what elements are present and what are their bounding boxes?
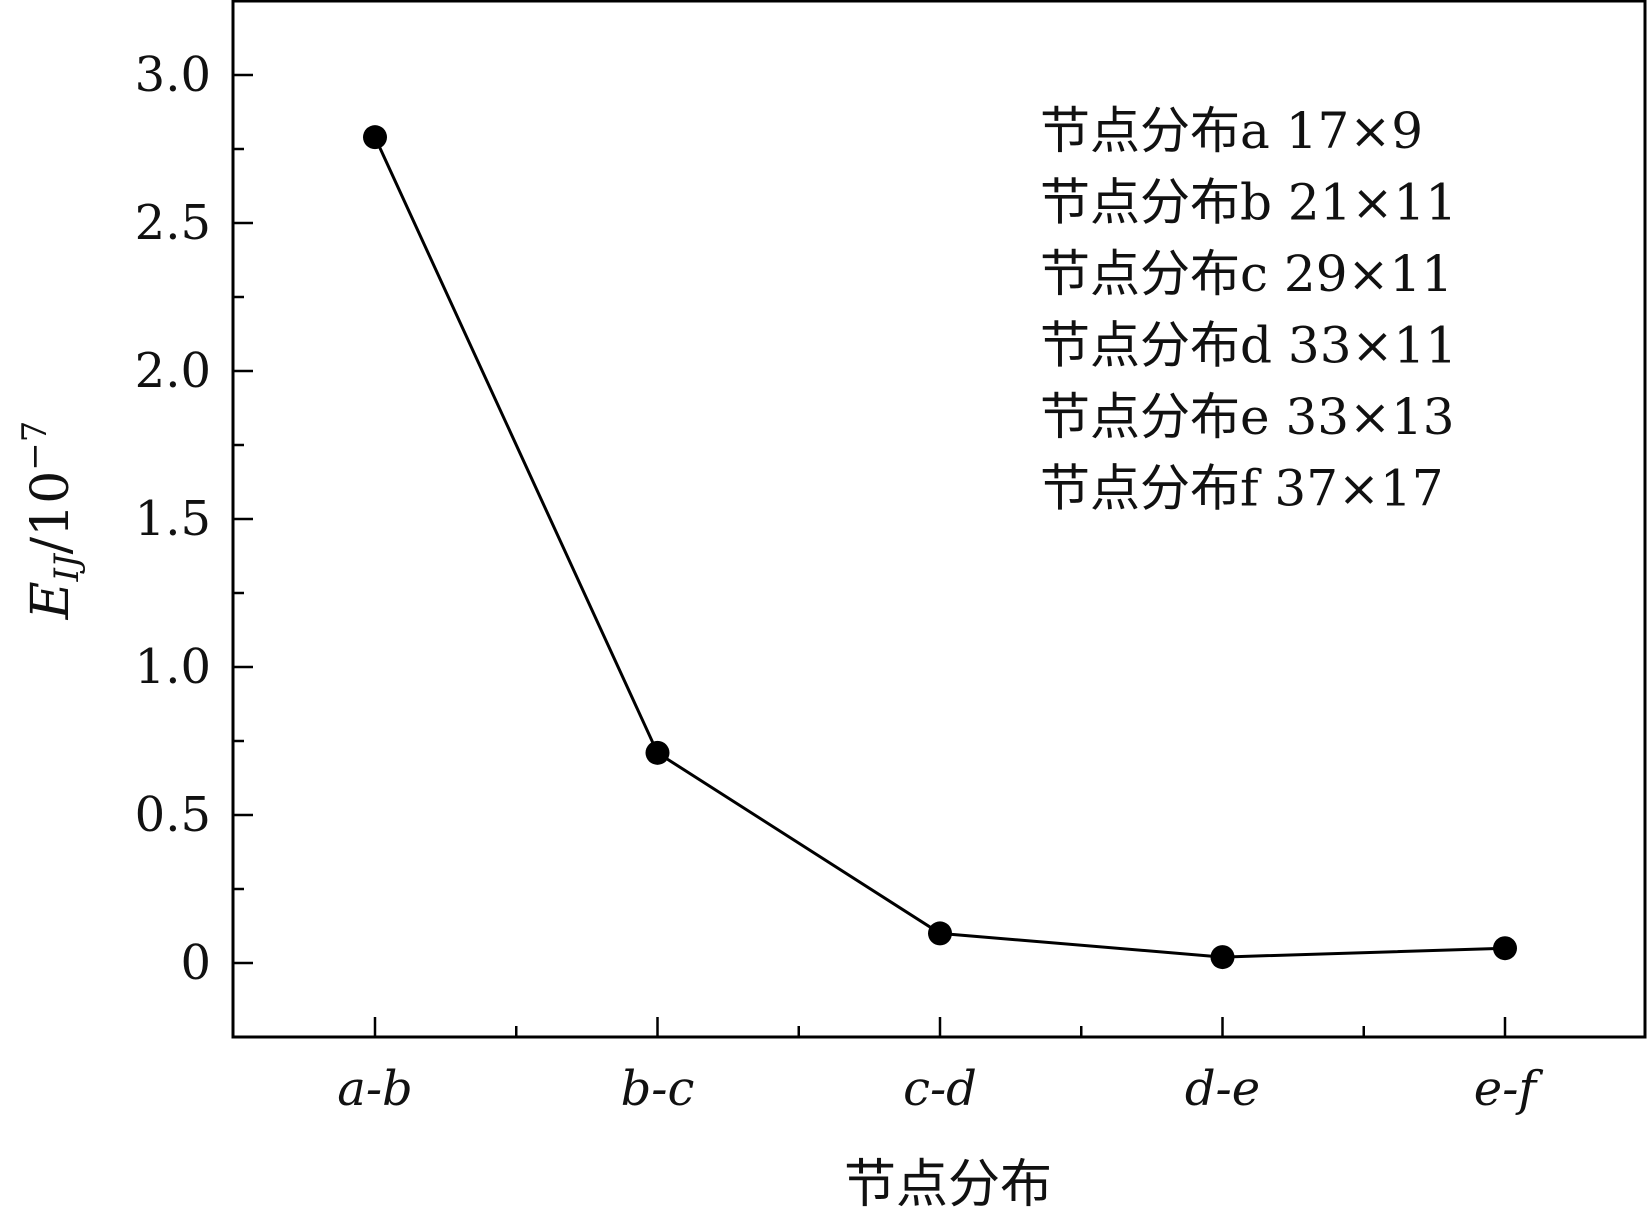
y-tick-label: 3.0: [135, 47, 211, 103]
legend-entry: 节点分布b 21×11: [1040, 174, 1457, 232]
x-tick-label: b-c: [621, 1061, 695, 1117]
x-tick-label: c-d: [903, 1061, 977, 1117]
legend-entry: 节点分布f 37×17: [1040, 460, 1444, 518]
y-axis-title: EIJ/10−7: [15, 421, 87, 621]
y-axis-title-rest: /10: [21, 471, 81, 555]
x-tick-label: a-b: [337, 1061, 413, 1117]
legend-entry: 节点分布a 17×9: [1040, 102, 1423, 160]
y-axis-title-exp: −7: [15, 421, 55, 471]
y-tick-label: 2.0: [135, 343, 211, 399]
data-point: [363, 125, 387, 150]
x-axis-title: 节点分布: [844, 1155, 1052, 1215]
legend-entry: 节点分布d 33×11: [1040, 317, 1457, 375]
y-tick-label: 2.5: [135, 195, 211, 251]
data-point: [1210, 945, 1235, 970]
legend-entry: 节点分布c 29×11: [1040, 245, 1453, 303]
x-axis: a-b b-c c-d d-e e-f: [337, 1017, 1543, 1117]
y-axis: 0 0.5 1.0 1.5 2.0 2.5 3.0: [135, 47, 253, 991]
legend-entry: 节点分布e 33×13: [1040, 388, 1455, 446]
plot-frame: [231, 0, 1647, 1039]
y-tick-label: 0: [180, 935, 211, 991]
data-point: [928, 921, 952, 946]
y-tick-label: 1.0: [135, 639, 211, 695]
y-axis-title-base: E: [21, 581, 81, 620]
series-layer: [363, 125, 1517, 970]
data-point: [1493, 936, 1517, 961]
y-axis-title-sub: IJ: [47, 552, 87, 582]
y-tick-label: 0.5: [135, 787, 211, 843]
svg-text:EIJ/10−7: EIJ/10−7: [15, 421, 87, 621]
data-point: [645, 740, 670, 765]
x-tick-label: d-e: [1185, 1061, 1260, 1117]
y-tick-label: 1.5: [135, 491, 211, 547]
legend: 节点分布a 17×9 节点分布b 21×11 节点分布c 29×11 节点分布d 33…: [1040, 102, 1457, 518]
x-tick-label: e-f: [1474, 1061, 1544, 1117]
